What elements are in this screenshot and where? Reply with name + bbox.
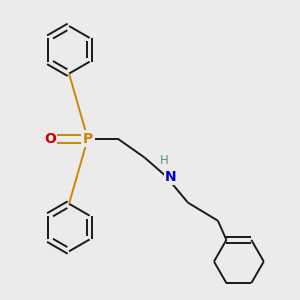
Text: O: O (44, 132, 56, 146)
Text: H: H (160, 154, 169, 167)
Text: P: P (82, 132, 93, 146)
Text: N: N (165, 169, 177, 184)
